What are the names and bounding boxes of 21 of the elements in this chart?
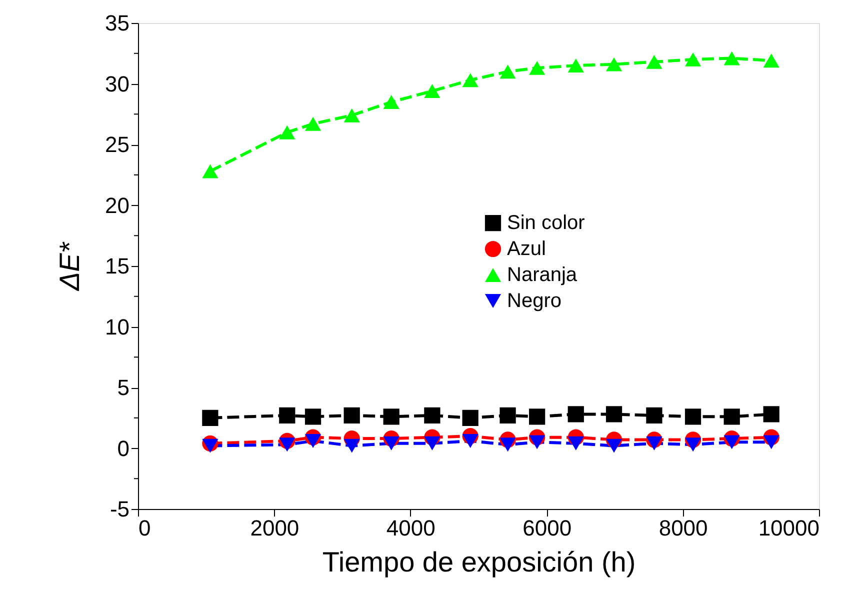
legend-label: Naranja	[507, 264, 578, 286]
x-tick-label: 10000	[758, 516, 820, 540]
legend-label: Azul	[507, 238, 546, 260]
y-tick-label: 35	[105, 10, 130, 36]
y-tick-label: 15	[105, 254, 130, 278]
y-tick-label: 25	[105, 132, 130, 157]
y-tick-label: 10	[105, 314, 130, 340]
x-tick-label: 4000	[386, 516, 436, 540]
legend-label: Negro	[507, 290, 562, 312]
y-tick-label: 5	[117, 375, 130, 400]
x-tick-label: 0	[138, 516, 151, 540]
legend-label: Sin color	[507, 212, 586, 234]
x-tick-label: 6000	[522, 516, 572, 540]
y-tick-label: -5	[110, 496, 130, 522]
y-axis-title: ΔE*	[54, 241, 86, 292]
y-tick-label: 20	[105, 192, 130, 218]
x-axis-title: Tiempo de exposición (h)	[322, 546, 636, 578]
x-tick-label: 2000	[250, 516, 300, 540]
y-tick-label: 30	[105, 71, 130, 96]
x-tick-label: 8000	[658, 516, 708, 540]
y-tick-label: 0	[117, 436, 130, 461]
